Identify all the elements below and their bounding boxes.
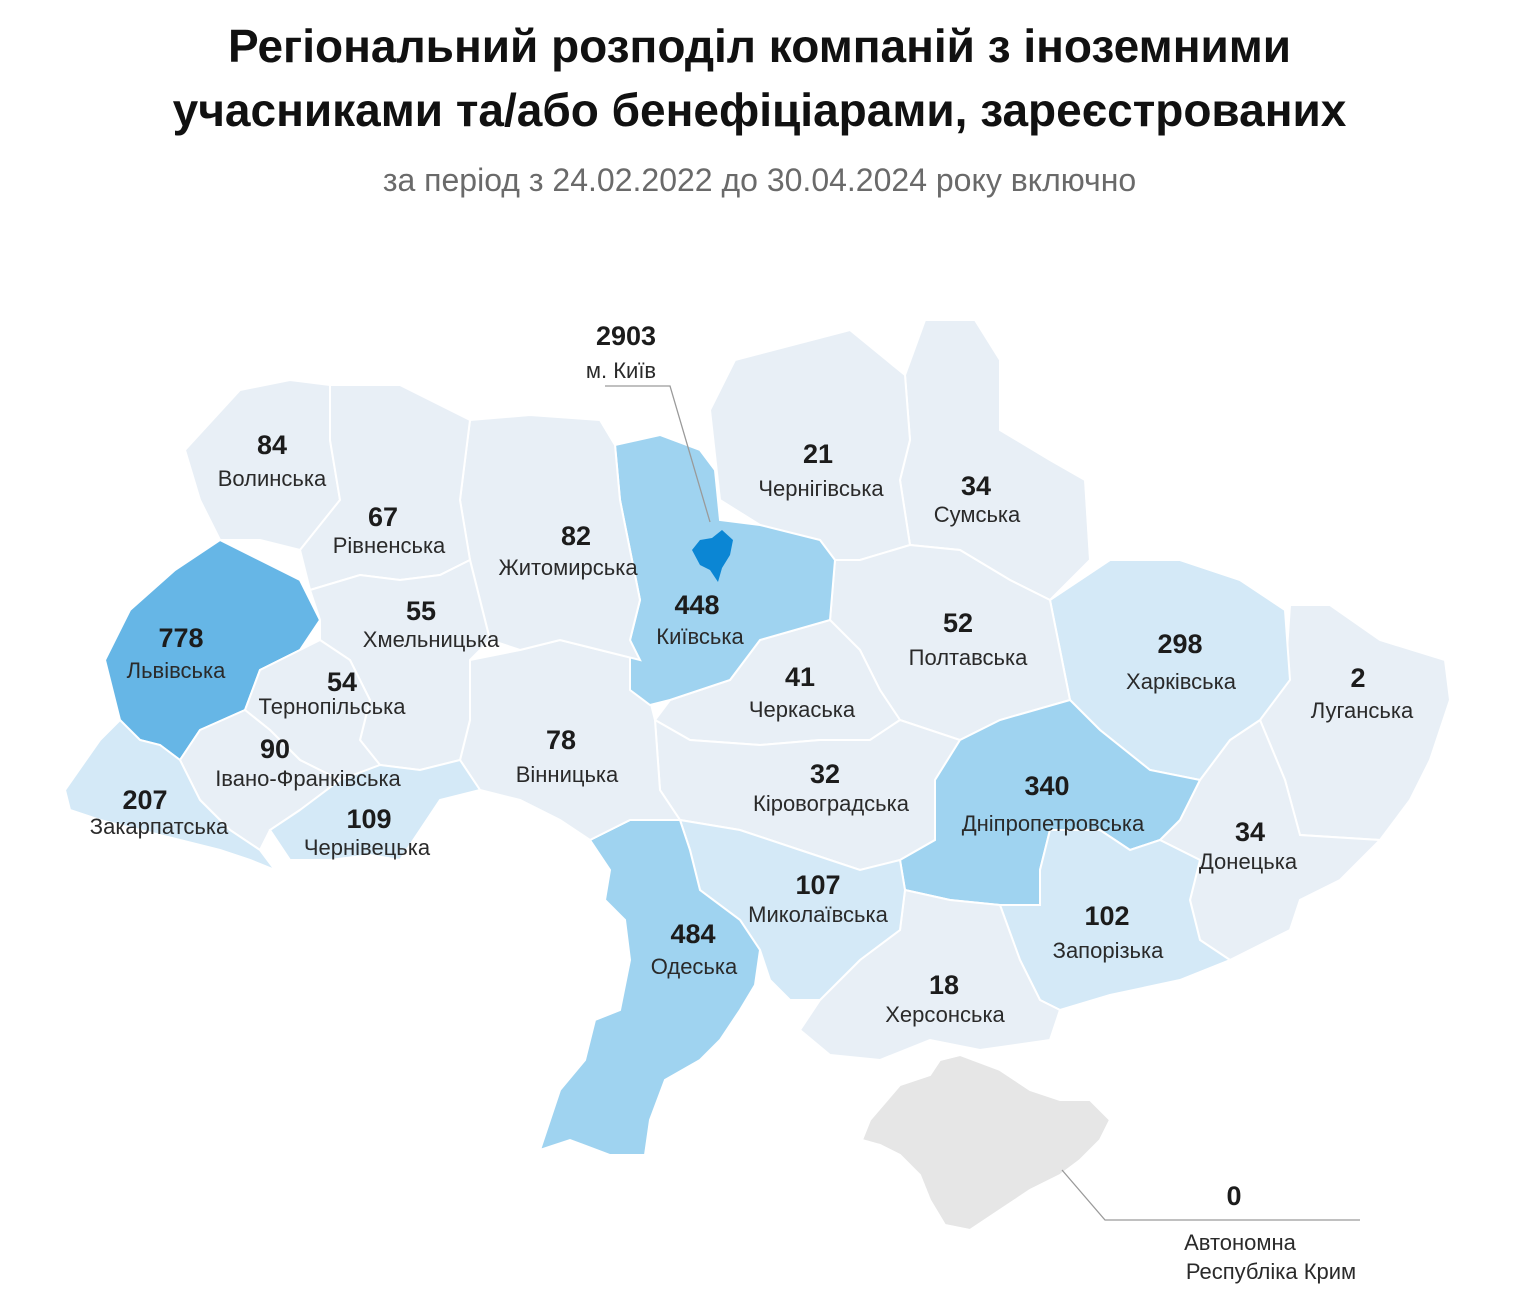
- value-zaporizhzhia: 102: [1084, 901, 1129, 931]
- value-poltava: 52: [943, 608, 973, 638]
- label-donetsk: Донецька: [1199, 849, 1298, 874]
- region-shape-crimea[interactable]: [860, 1053, 1112, 1232]
- region-shape-zhytomyr[interactable]: [458, 413, 642, 662]
- label-rivne: Рівненська: [333, 533, 446, 558]
- label-zhytomyr: Житомирська: [498, 555, 638, 580]
- value-mykolaiv: 107: [795, 870, 840, 900]
- title-line-2: учасниками та/або бенефіціарами, зареєст…: [172, 84, 1347, 136]
- label-kirovohrad: Кіровоградська: [753, 791, 910, 816]
- value-rivne: 67: [368, 502, 398, 532]
- label-poltava: Полтавська: [909, 645, 1028, 670]
- value-kyivska: 448: [674, 590, 719, 620]
- value-luhansk: 2: [1350, 663, 1365, 693]
- label-kharkiv: Харківська: [1126, 669, 1237, 694]
- page-subtitle: за період з 24.02.2022 до 30.04.2024 рок…: [382, 162, 1137, 198]
- value-chernihiv: 21: [803, 439, 833, 469]
- value-kharkiv: 298: [1157, 629, 1202, 659]
- label-kyiv-city: м. Київ: [586, 358, 656, 383]
- value-cherkasy: 41: [785, 662, 815, 692]
- value-dnipro: 340: [1024, 771, 1069, 801]
- region-shape-zakarpattia[interactable]: [63, 718, 278, 873]
- region-shape-chernivtsi[interactable]: [268, 758, 482, 862]
- page-title: Регіональний розподіл компаній з іноземн…: [0, 14, 1519, 142]
- label-lviv: Львівська: [127, 658, 226, 683]
- label-odesa: Одеська: [651, 954, 738, 979]
- label-kyivska: Київська: [656, 624, 744, 649]
- label-volyn: Волинська: [218, 466, 327, 491]
- label-mykolaiv: Миколаївська: [748, 902, 888, 927]
- label-dnipro: Дніпропетровська: [962, 811, 1145, 836]
- value-kyiv-city: 2903: [596, 321, 656, 351]
- label-vinnytsia: Вінницька: [516, 762, 619, 787]
- value-odesa: 484: [670, 919, 715, 949]
- leader-lines: [605, 385, 1360, 1221]
- label-chernihiv: Чернігівська: [758, 476, 884, 501]
- label-ternopil: Тернопільська: [259, 694, 407, 719]
- region-shape-volyn[interactable]: [183, 378, 342, 552]
- crimea-leader-line: [1061, 1169, 1360, 1221]
- label-luhansk: Луганська: [1311, 698, 1414, 723]
- value-volyn: 84: [257, 430, 287, 460]
- label-crimea-line-2: Республіка Крим: [1186, 1259, 1356, 1284]
- value-zakarpattia: 207: [122, 785, 167, 815]
- value-vinnytsia: 78: [546, 725, 576, 755]
- label-cherkasy: Черкаська: [749, 697, 856, 722]
- value-ivano-frankivsk: 90: [260, 734, 290, 764]
- label-sumy: Сумська: [934, 502, 1021, 527]
- label-zaporizhzhia: Запорізька: [1053, 938, 1164, 963]
- value-donetsk: 34: [1235, 817, 1265, 847]
- value-lviv: 778: [158, 623, 203, 653]
- value-kherson: 18: [929, 970, 959, 1000]
- value-crimea: 0: [1226, 1181, 1241, 1211]
- label-chernivtsi: Чернівецька: [304, 835, 431, 860]
- region-labels: 2903 м. Київ 84 Волинська 67 Рівненська …: [90, 321, 1414, 1284]
- label-zakarpattia: Закарпатська: [90, 814, 229, 839]
- value-chernivtsi: 109: [346, 804, 391, 834]
- region-shape-odesa[interactable]: [538, 819, 762, 1156]
- title-line-1: Регіональний розподіл компаній з іноземн…: [227, 20, 1292, 72]
- region-shape-kyiv-city[interactable]: [692, 530, 733, 582]
- label-ivano-frankivsk: Івано-Франківська: [215, 766, 401, 791]
- label-kherson: Херсонська: [885, 1002, 1005, 1027]
- value-ternopil: 54: [327, 667, 357, 697]
- kyiv-city-leader-line: [605, 385, 711, 523]
- value-sumy: 34: [961, 471, 991, 501]
- label-khmelnytskyi: Хмельницька: [363, 627, 500, 652]
- label-crimea-line-1: Автономна: [1184, 1230, 1297, 1255]
- value-zhytomyr: 82: [561, 521, 591, 551]
- value-khmelnytskyi: 55: [406, 596, 436, 626]
- value-kirovohrad: 32: [810, 759, 840, 789]
